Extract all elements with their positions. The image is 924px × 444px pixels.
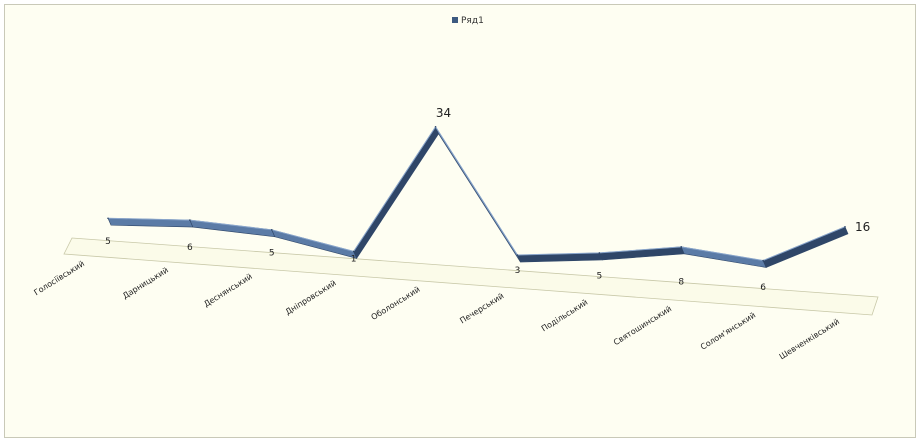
data-label: 1 — [351, 254, 357, 264]
data-point — [762, 259, 764, 262]
category-label: Солом'янський — [699, 311, 757, 352]
category-label: Деснянський — [202, 272, 254, 309]
category-label: Оболонський — [370, 285, 422, 322]
data-point — [434, 126, 437, 128]
category-label: Печерський — [458, 291, 505, 325]
category-label: Дарницький — [121, 266, 170, 301]
data-point — [680, 246, 683, 248]
category-label: Подільський — [540, 298, 590, 334]
legend-swatch — [452, 17, 458, 23]
data-point — [598, 252, 601, 254]
data-label: 5 — [105, 237, 111, 247]
data-point — [352, 250, 355, 253]
data-point — [189, 219, 191, 221]
data-point — [107, 217, 109, 220]
category-label: Голосіївський — [32, 259, 86, 297]
category-label: Святошинський — [612, 304, 673, 347]
data-label: 8 — [678, 277, 684, 287]
data-label: 3 — [515, 266, 521, 276]
series-line — [107, 125, 846, 262]
category-label: Шевченківський — [778, 317, 841, 361]
data-point — [516, 254, 519, 256]
series-segment — [598, 246, 685, 261]
data-labels: 5 6 5 1 34 3 5 8 6 16 — [105, 106, 870, 293]
data-point — [270, 229, 273, 231]
data-label: 16 — [855, 220, 870, 234]
data-point — [844, 226, 846, 228]
legend-label: Ряд1 — [461, 16, 484, 26]
data-label: 34 — [436, 106, 451, 120]
series-segment — [762, 226, 849, 268]
series-segment — [680, 246, 767, 268]
data-label: 5 — [269, 249, 275, 259]
data-label: 6 — [187, 243, 193, 253]
legend: Ряд1 — [452, 16, 484, 26]
data-label: 5 — [596, 272, 602, 282]
category-label: Дніпровський — [284, 278, 338, 316]
chart-floor — [63, 237, 879, 316]
chart-marks — [107, 125, 849, 268]
series-segment — [353, 126, 439, 260]
data-label: 6 — [760, 283, 766, 293]
